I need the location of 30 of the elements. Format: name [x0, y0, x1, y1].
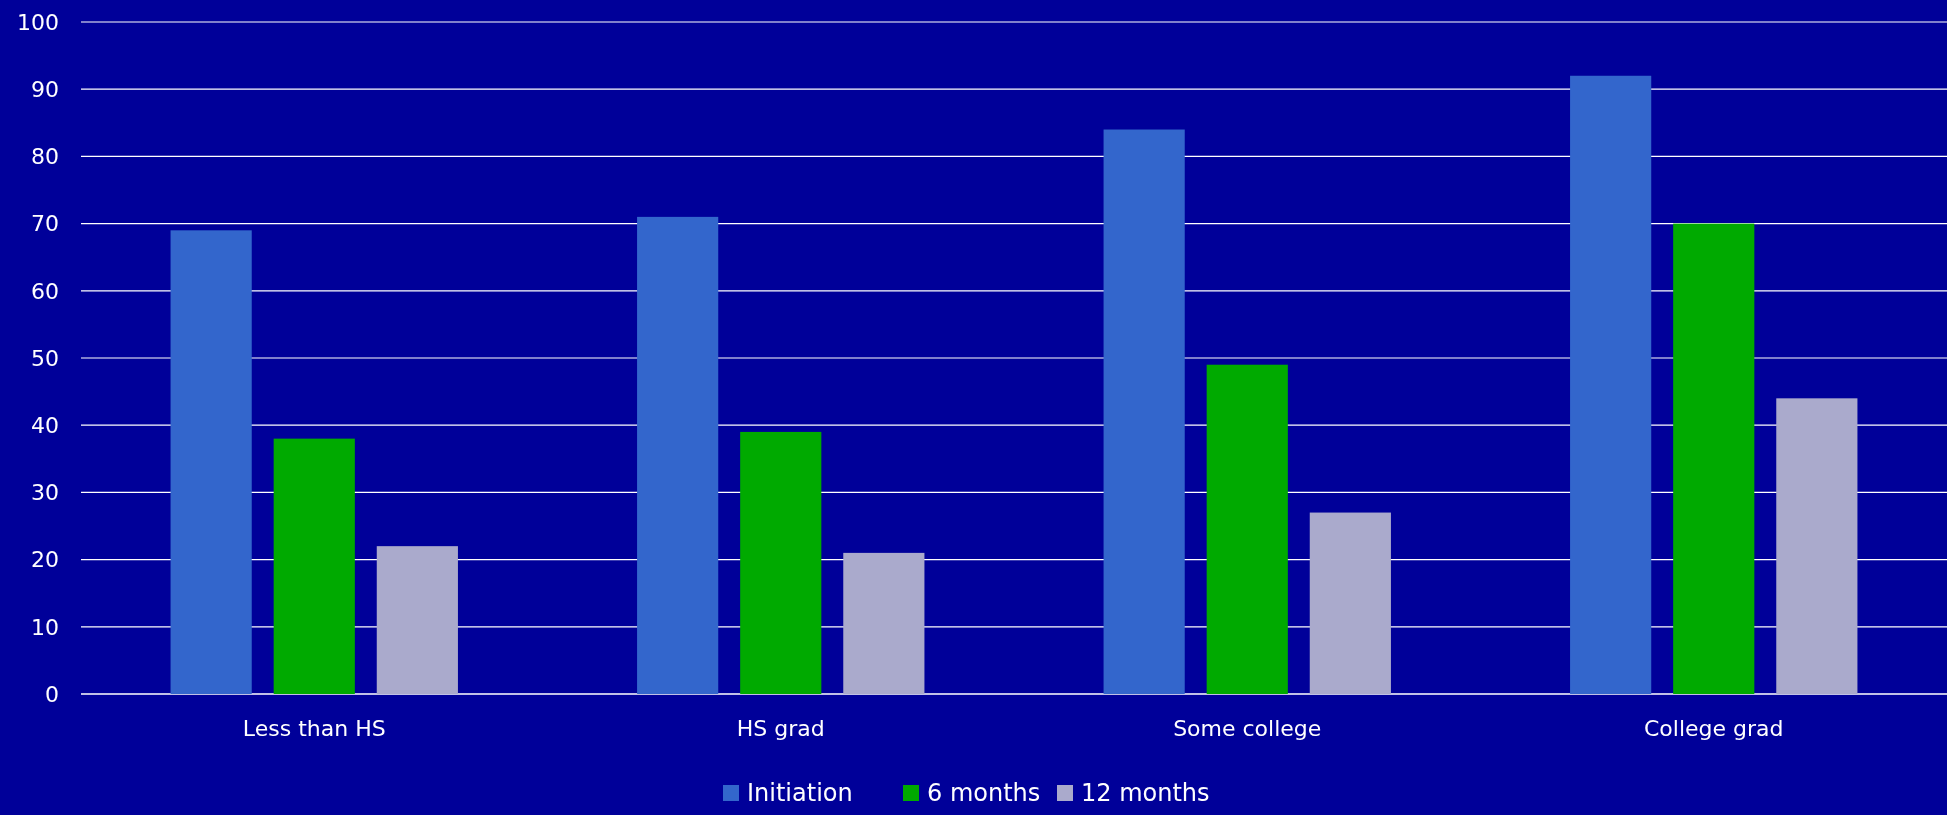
- bar: [1776, 398, 1858, 694]
- bar: [637, 216, 719, 694]
- y-tick-label: 0: [45, 681, 59, 707]
- y-tick-label: 80: [31, 144, 59, 170]
- y-tick-label: 10: [31, 614, 59, 640]
- y-tick-label: 100: [17, 9, 59, 35]
- y-tick-label: 50: [31, 345, 59, 371]
- y-tick-label: 60: [31, 278, 59, 304]
- x-tick-label: College grad: [1643, 716, 1784, 741]
- x-tick-label: Less than HS: [242, 716, 386, 741]
- x-tick-label: Some college: [1173, 716, 1322, 741]
- bar: [843, 552, 925, 694]
- bar: [170, 230, 252, 694]
- bar: [1570, 75, 1652, 694]
- bar: [740, 431, 822, 694]
- legend-label: 12 months: [1081, 779, 1210, 808]
- y-tick-label: 20: [31, 547, 59, 573]
- legend-label: Initiation: [747, 779, 853, 808]
- x-tick-label: HS grad: [736, 716, 825, 741]
- bar: [1206, 364, 1288, 694]
- bar: [1309, 512, 1391, 694]
- y-tick-label: 30: [31, 480, 59, 506]
- bar: [1673, 223, 1755, 694]
- y-tick-label: 70: [31, 211, 59, 237]
- legend-label: 6 months: [927, 779, 1041, 808]
- y-tick-label: 90: [31, 76, 59, 102]
- bar: [376, 546, 458, 694]
- y-tick-label: 40: [31, 412, 59, 438]
- bar: [273, 438, 355, 694]
- bar: [1103, 129, 1185, 694]
